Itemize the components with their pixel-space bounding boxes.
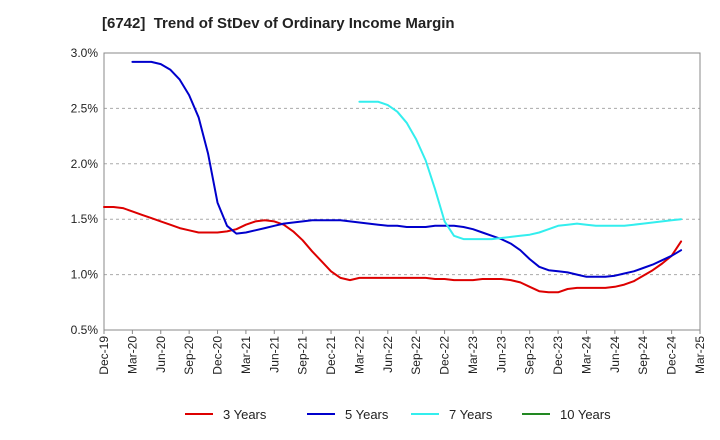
x-tick-label: Mar-21 <box>239 336 253 374</box>
x-tick-label: Dec-22 <box>438 336 452 375</box>
x-tick-label: Jun-24 <box>608 336 622 373</box>
x-tick-label: Sep-22 <box>409 336 423 375</box>
y-tick-label: 3.0% <box>71 46 99 60</box>
chart-title: [6742] Trend of StDev of Ordinary Income… <box>102 15 455 32</box>
y-tick-label: 1.0% <box>71 268 99 282</box>
series-line <box>358 100 683 241</box>
y-tick-label: 1.5% <box>71 212 99 226</box>
x-tick-label: Dec-21 <box>324 336 338 375</box>
legend-label: 10 Years <box>560 407 611 422</box>
legend-label: 7 Years <box>449 407 493 422</box>
x-tick-label: Jun-23 <box>494 336 508 373</box>
x-tick-label: Jun-21 <box>267 336 281 373</box>
y-tick-label: 2.0% <box>71 157 99 171</box>
x-tick-label: Mar-20 <box>125 336 139 374</box>
x-tick-label: Sep-20 <box>182 336 196 375</box>
x-tick-label: Sep-24 <box>636 336 650 375</box>
x-tick-label: Jun-20 <box>154 336 168 373</box>
y-tick-label: 0.5% <box>71 323 99 337</box>
x-tick-label: Mar-23 <box>466 336 480 374</box>
x-tick-label: Dec-24 <box>665 336 679 375</box>
x-tick-label: Sep-21 <box>296 336 310 375</box>
x-tick-label: Dec-20 <box>211 336 225 375</box>
x-tick-label: Mar-25 <box>693 336 707 374</box>
x-tick-label: Sep-23 <box>523 336 537 375</box>
x-tick-label: Dec-19 <box>97 336 111 375</box>
legend-label: 5 Years <box>345 407 389 422</box>
x-tick-label: Mar-22 <box>352 336 366 374</box>
series-line <box>131 60 683 278</box>
x-tick-label: Mar-24 <box>579 336 593 374</box>
legend-label: 3 Years <box>223 407 267 422</box>
plot-frame <box>103 52 701 331</box>
series-line <box>103 206 683 294</box>
x-tick-label: Jun-22 <box>381 336 395 373</box>
y-tick-label: 2.5% <box>71 101 99 115</box>
x-tick-label: Dec-23 <box>551 336 565 375</box>
